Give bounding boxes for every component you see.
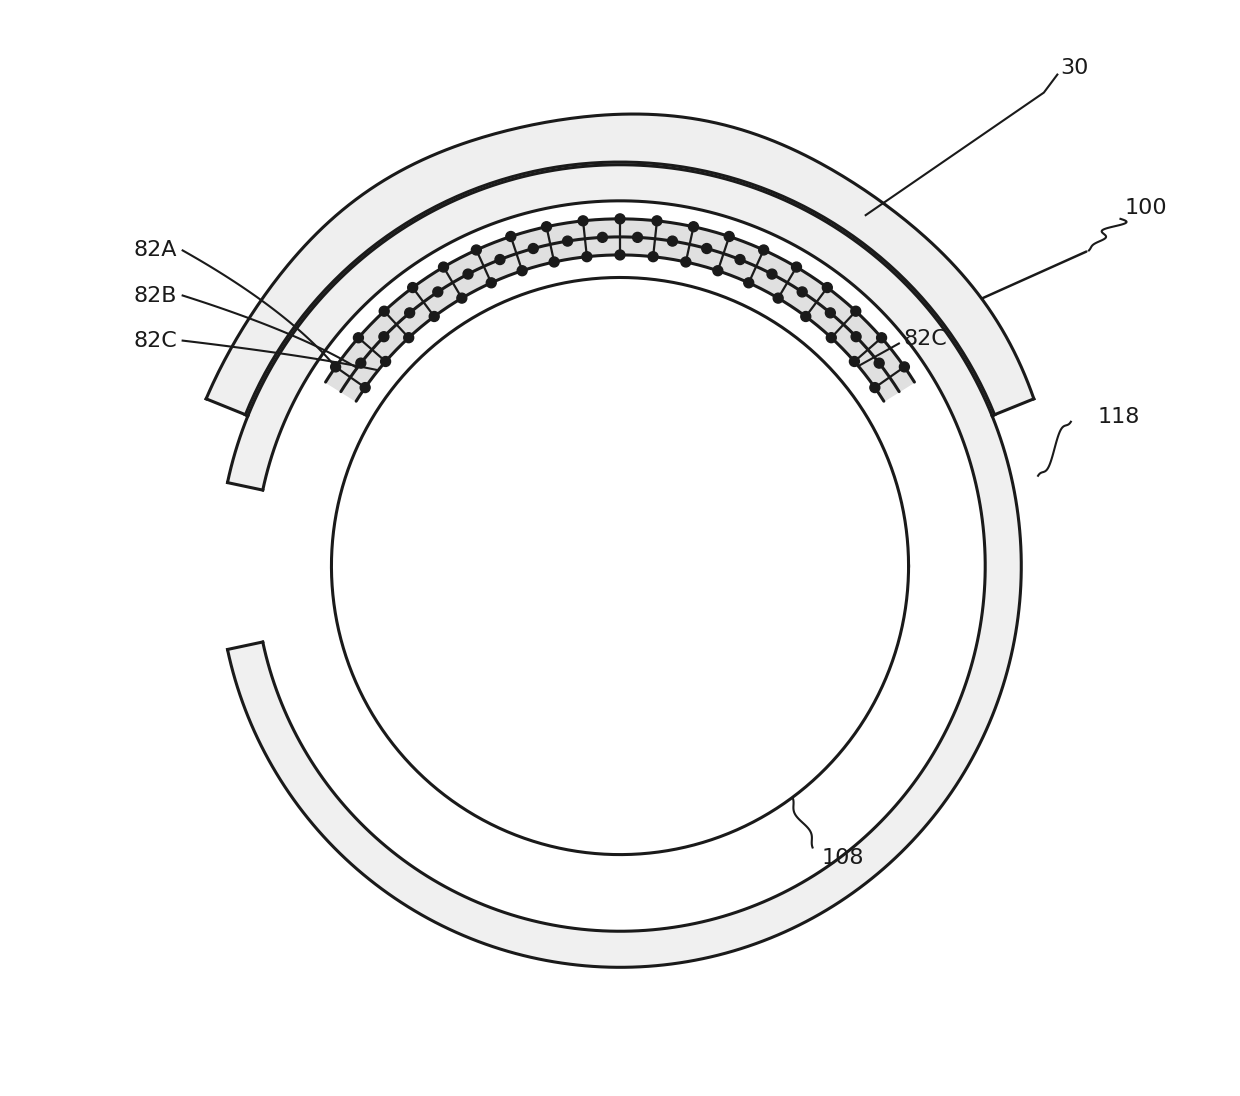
Circle shape — [471, 246, 481, 255]
Circle shape — [429, 311, 439, 321]
Circle shape — [874, 358, 884, 368]
Circle shape — [615, 250, 625, 260]
Circle shape — [652, 216, 662, 226]
Circle shape — [801, 311, 811, 321]
Circle shape — [667, 236, 677, 247]
Circle shape — [356, 358, 366, 368]
Circle shape — [713, 265, 723, 276]
Text: 82B: 82B — [133, 285, 176, 306]
Circle shape — [735, 254, 745, 264]
Circle shape — [702, 243, 712, 253]
Circle shape — [582, 252, 591, 262]
Circle shape — [822, 283, 832, 293]
Polygon shape — [326, 219, 914, 401]
Circle shape — [598, 232, 608, 242]
Text: 82C: 82C — [133, 331, 177, 351]
Circle shape — [379, 332, 389, 342]
Circle shape — [486, 278, 496, 288]
Circle shape — [463, 270, 472, 279]
Circle shape — [495, 254, 505, 264]
Circle shape — [688, 221, 698, 231]
Circle shape — [649, 252, 658, 262]
Circle shape — [331, 362, 341, 372]
Circle shape — [877, 333, 887, 343]
Circle shape — [774, 293, 784, 304]
Text: 82C: 82C — [904, 329, 947, 349]
Circle shape — [404, 308, 414, 318]
Circle shape — [381, 356, 391, 366]
Circle shape — [439, 262, 449, 272]
Circle shape — [851, 332, 861, 342]
Circle shape — [826, 308, 836, 318]
Circle shape — [849, 356, 859, 366]
Circle shape — [724, 231, 734, 241]
Circle shape — [615, 214, 625, 224]
Text: 30: 30 — [1060, 58, 1089, 78]
Circle shape — [379, 306, 389, 316]
Text: 118: 118 — [1097, 408, 1141, 427]
Circle shape — [759, 246, 769, 255]
Circle shape — [549, 258, 559, 267]
Circle shape — [542, 221, 552, 231]
Circle shape — [408, 283, 418, 293]
Circle shape — [578, 216, 588, 226]
Circle shape — [528, 243, 538, 253]
Circle shape — [791, 262, 801, 272]
Circle shape — [870, 383, 880, 392]
Circle shape — [563, 236, 573, 247]
Circle shape — [360, 383, 370, 392]
Text: 100: 100 — [1125, 198, 1168, 218]
Circle shape — [826, 333, 836, 343]
Text: 82A: 82A — [133, 240, 176, 261]
Circle shape — [456, 293, 466, 304]
Circle shape — [899, 362, 909, 372]
Circle shape — [404, 333, 414, 343]
Text: 108: 108 — [822, 848, 864, 868]
Circle shape — [632, 232, 642, 242]
Polygon shape — [227, 164, 1022, 968]
Polygon shape — [206, 114, 1034, 414]
Circle shape — [681, 258, 691, 267]
Circle shape — [744, 278, 754, 288]
Circle shape — [851, 306, 861, 316]
Circle shape — [797, 287, 807, 297]
Circle shape — [517, 265, 527, 276]
Circle shape — [433, 287, 443, 297]
Circle shape — [353, 333, 363, 343]
Circle shape — [506, 231, 516, 241]
Circle shape — [768, 270, 777, 279]
